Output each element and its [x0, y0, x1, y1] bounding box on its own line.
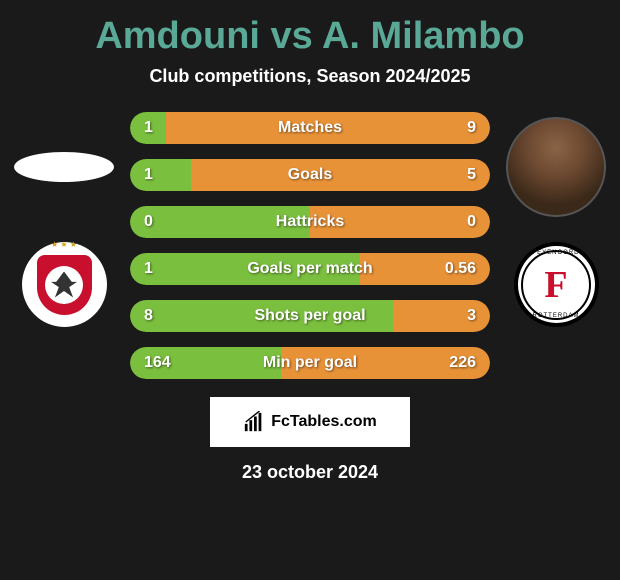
stat-value-left: 8	[144, 307, 153, 325]
club-letter-icon: F	[544, 263, 567, 307]
stat-row: 1 Goals per match 0.56	[130, 253, 490, 285]
stat-row: 8 Shots per goal 3	[130, 300, 490, 332]
stat-value-right: 3	[467, 307, 476, 325]
brand-text: FcTables.com	[271, 413, 377, 431]
stat-row: 1 Goals 5	[130, 159, 490, 191]
player-left-name: Amdouni	[95, 15, 260, 57]
comparison-area: ★ ★ ★ 1 Matches 9 1 Goals 5 0 Hattricks 0 1 Goals …	[8, 112, 612, 379]
badge-inner-icon: FEYENOORD F ROTTERDAM	[518, 246, 595, 323]
page-title: Amdouni vs A. Milambo	[8, 15, 612, 58]
player-left-column: ★ ★ ★	[8, 112, 120, 327]
stat-row: 0 Hattricks 0	[130, 206, 490, 238]
player-right-avatar	[506, 117, 606, 217]
stat-row: 164 Min per goal 226	[130, 347, 490, 379]
stat-value-right: 0.56	[445, 260, 476, 278]
stat-value-right: 5	[467, 166, 476, 184]
stat-value-right: 0	[467, 213, 476, 231]
infographic-container: Amdouni vs A. Milambo Club competitions,…	[0, 0, 620, 493]
brand-footer: FcTables.com	[210, 397, 410, 447]
stat-label: Goals	[288, 166, 332, 184]
player-left-avatar	[14, 117, 114, 217]
stat-bar-left-fill	[130, 159, 191, 191]
stat-label: Shots per goal	[254, 307, 365, 325]
stat-value-left: 0	[144, 213, 153, 231]
date-text: 23 october 2024	[8, 462, 612, 483]
badge-text-bot: ROTTERDAM	[533, 313, 580, 319]
stat-bar-right-fill	[191, 159, 490, 191]
shield-icon	[37, 255, 92, 315]
stat-label: Min per goal	[263, 354, 357, 372]
stat-label: Matches	[278, 119, 342, 137]
brand-logo-icon	[243, 411, 265, 433]
badge-circle-icon	[45, 266, 83, 304]
stat-value-right: 9	[467, 119, 476, 137]
vs-text: vs	[271, 15, 313, 57]
club-badge-right: FEYENOORD F ROTTERDAM	[514, 242, 599, 327]
stat-row: 1 Matches 9	[130, 112, 490, 144]
stats-column: 1 Matches 9 1 Goals 5 0 Hattricks 0 1 Goals per ma…	[130, 112, 490, 379]
player-right-name: A. Milambo	[322, 15, 525, 57]
badge-text-top: FEYENOORD	[532, 250, 579, 256]
stat-value-left: 1	[144, 119, 153, 137]
stat-value-left: 1	[144, 260, 153, 278]
stat-label: Hattricks	[276, 213, 344, 231]
subtitle: Club competitions, Season 2024/2025	[8, 66, 612, 87]
club-badge-left: ★ ★ ★	[22, 242, 107, 327]
stat-value-left: 164	[144, 354, 171, 372]
player-right-column: FEYENOORD F ROTTERDAM	[500, 112, 612, 327]
badge-stars-icon: ★ ★ ★	[51, 240, 77, 249]
stat-value-right: 226	[449, 354, 476, 372]
avatar-placeholder-icon	[14, 152, 114, 182]
eagle-icon	[51, 272, 77, 298]
stat-value-left: 1	[144, 166, 153, 184]
stat-label: Goals per match	[247, 260, 372, 278]
